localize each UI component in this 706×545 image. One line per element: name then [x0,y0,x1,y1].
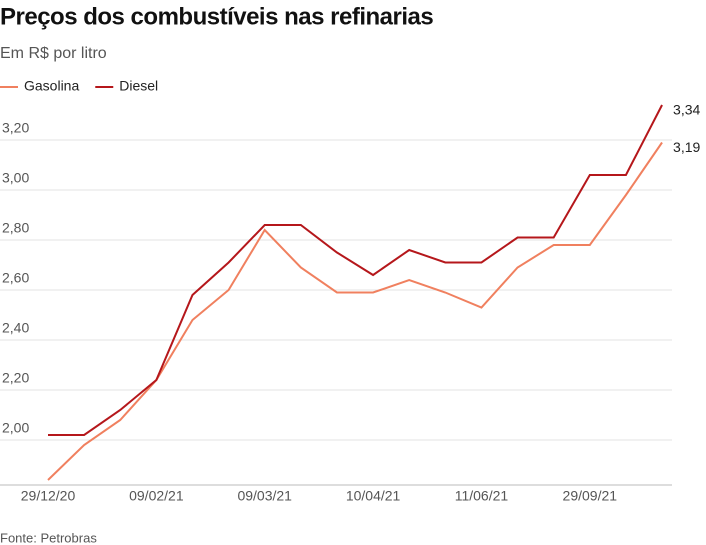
y-tick-label: 2,20 [2,370,29,386]
chart-title: Preços dos combustíveis nas refinarias [0,3,433,30]
series-line [48,104,663,436]
source: Fonte: Petrobras [0,530,97,545]
x-tick-label: 10/04/21 [346,488,401,504]
y-tick-label: 2,80 [2,220,29,236]
legend-label: Diesel [119,78,158,94]
y-tick-label: 3,00 [2,170,29,186]
series-line [47,141,663,481]
legend-label: Gasolina [24,78,79,94]
x-tick-label: 29/12/20 [21,488,76,504]
y-tick-label: 3,20 [2,120,29,136]
y-tick-label: 2,60 [2,270,29,286]
x-tick-label: 11/06/21 [455,488,509,504]
y-tick-label: 2,00 [2,420,29,436]
chart-subtitle: Em R$ por litro [0,45,107,62]
x-tick-label: 29/09/21 [563,488,618,504]
y-tick-label: 2,40 [2,320,29,336]
data-label: 3,19 [673,139,700,155]
x-tick-label: 09/02/21 [129,488,184,504]
x-tick-label: 09/03/21 [237,488,292,504]
data-label: 3,34 [673,102,700,118]
